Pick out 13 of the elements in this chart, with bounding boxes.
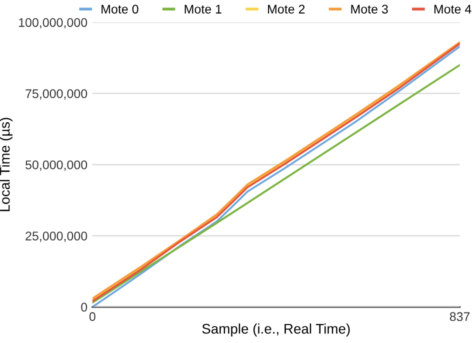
y-tick-label: 0: [81, 302, 88, 312]
legend-label: Mote 3: [351, 4, 388, 14]
legend-label: Mote 1: [184, 4, 222, 14]
legend-label: Mote 4: [434, 4, 472, 14]
x-axis-title: Sample (i.e., Real Time): [202, 324, 350, 336]
y-tick-label: 50,000,000: [26, 160, 88, 171]
y-tick-label: 25,000,000: [26, 232, 88, 242]
y-tick-label: 75,000,000: [26, 89, 88, 100]
y-tick-label: 100,000,000: [19, 18, 88, 28]
y-axis-title: Local Time (µs): [0, 118, 13, 212]
x-tick-label: 837: [450, 312, 470, 322]
legend-label: Mote 2: [268, 4, 305, 14]
legend-label: Mote 0: [102, 4, 138, 14]
